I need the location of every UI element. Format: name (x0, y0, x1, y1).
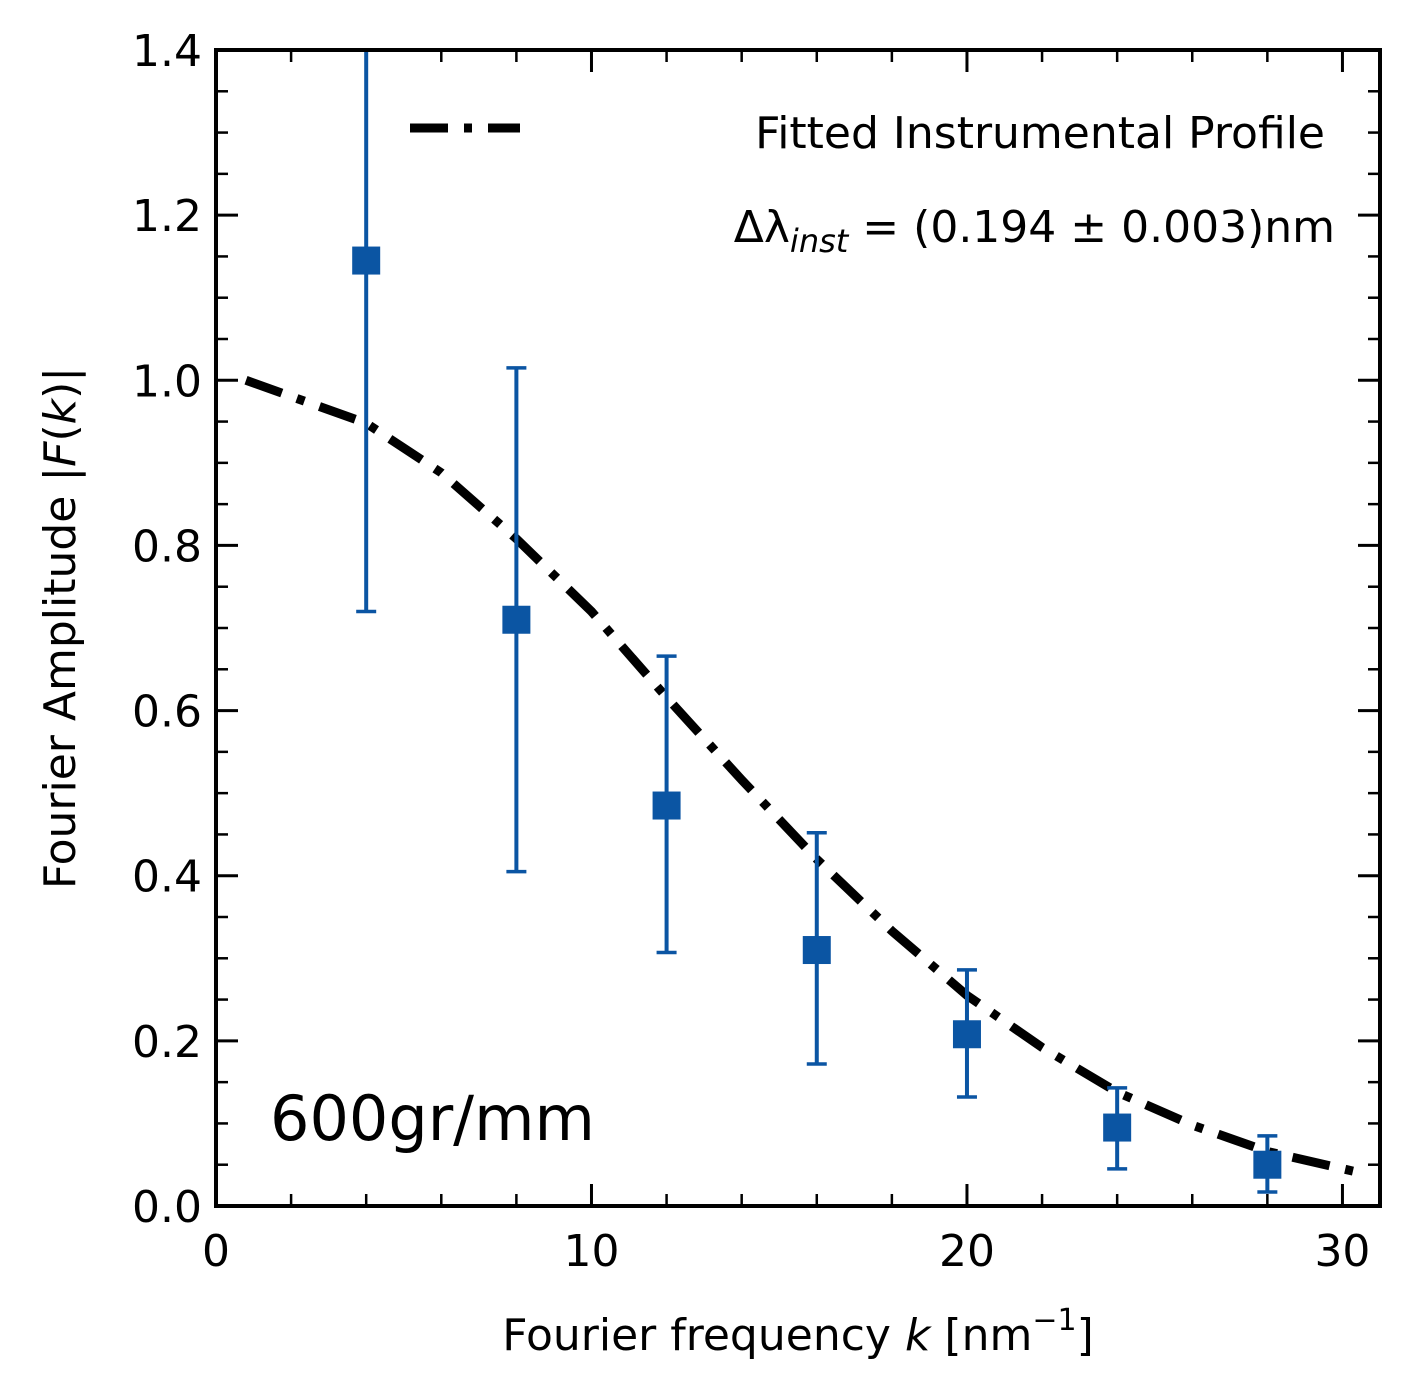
x-axis-label: Fourier frequency k [nm−1] (502, 1303, 1094, 1361)
legend-label: Fitted Instrumental Profile (755, 108, 1325, 159)
y-axis-label-var: F (35, 441, 86, 467)
data-markers (352, 246, 1282, 1179)
plot-frame (214, 48, 1382, 1208)
panel-annotation: 600gr/mm (270, 1082, 595, 1155)
y-tick-label: 0.0 (132, 1182, 202, 1233)
y-axis-label: Fourier Amplitude |F(k)| (35, 367, 86, 889)
tick-labels: 0 10 20 30 0.0 0.2 0.4 0.6 0.8 1.0 1.2 1.4 (132, 26, 1370, 1277)
x-axis-label-var: k (905, 1310, 932, 1361)
y-axis-label-var2: k (35, 397, 86, 424)
fit-line (244, 376, 1363, 1178)
y-tick-label: 0.6 (132, 687, 202, 738)
x-axis-label-exp: −1 (1032, 1303, 1076, 1338)
y-tick-label: 0.4 (132, 852, 202, 903)
x-axis-label-text: Fourier frequency (502, 1310, 891, 1361)
y-axis-label-text: Fourier Amplitude | (35, 467, 86, 889)
y-axis-label-close: )| (35, 367, 86, 399)
y-tick-label: 1.4 (132, 26, 202, 77)
data-point (352, 246, 381, 275)
legend: Fitted Instrumental Profile Δλinst = (0.… (410, 108, 1335, 260)
y-tick-label: 1.0 (132, 356, 202, 407)
formula-body: = (0.194 ± 0.003)nm (848, 202, 1335, 253)
data-point (802, 936, 831, 965)
x-axis-label-unit: [nm (944, 1310, 1032, 1361)
data-point (952, 1020, 981, 1049)
y-tick-label: 0.2 (132, 1017, 202, 1068)
formula-subscript: inst (790, 222, 850, 260)
x-tick-label: 30 (1314, 1226, 1370, 1277)
legend-formula: Δλinst = (0.194 ± 0.003)nm (734, 202, 1335, 260)
y-tick-label: 0.8 (132, 521, 202, 572)
data-point (1253, 1150, 1282, 1179)
x-tick-label: 0 (202, 1226, 230, 1277)
data-point (652, 791, 681, 820)
data-point (502, 605, 531, 634)
x-tick-label: 10 (563, 1226, 619, 1277)
data-point (1103, 1113, 1132, 1142)
x-axis-label-close: ] (1077, 1310, 1094, 1361)
y-tick-label: 1.2 (132, 191, 202, 242)
formula-prefix: Δλ (734, 202, 790, 253)
y-axis-label-paren: ( (35, 424, 86, 441)
x-tick-label: 20 (939, 1226, 995, 1277)
